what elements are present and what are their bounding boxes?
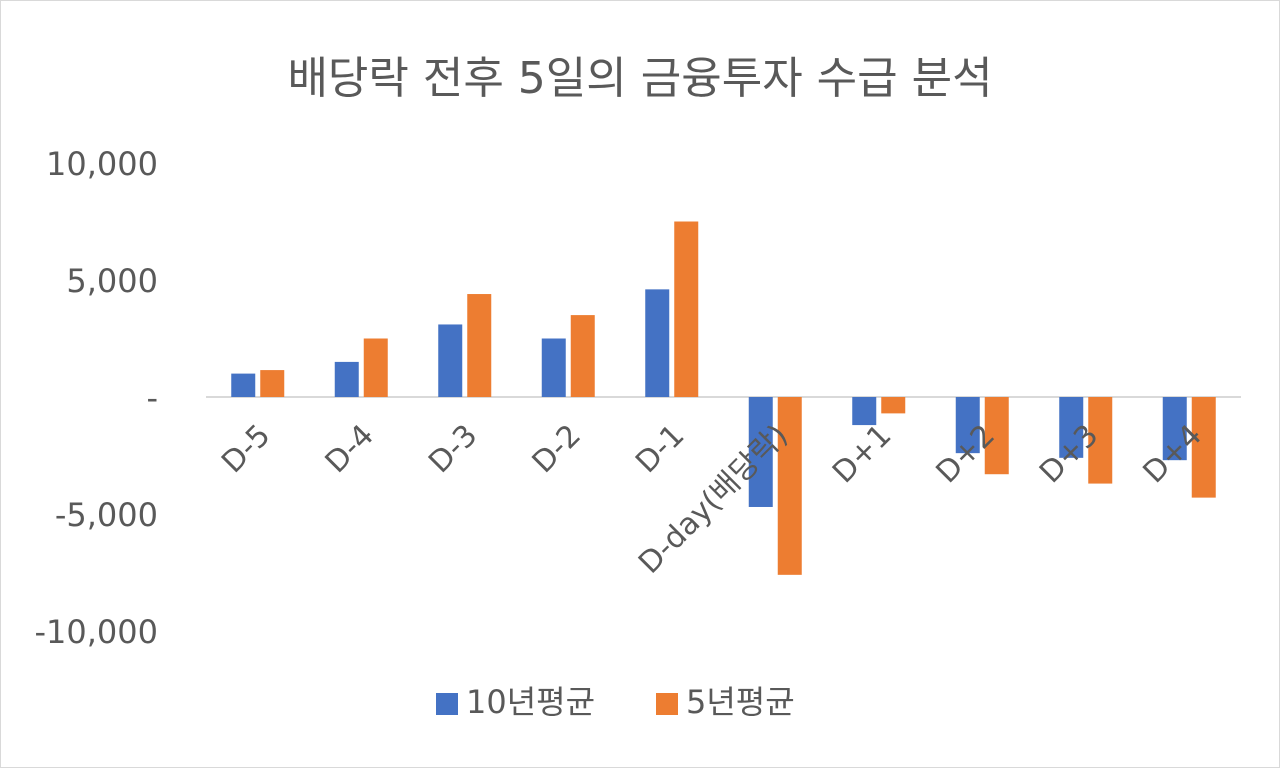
- x-tick-label: D-3: [422, 418, 484, 480]
- bars-group: [231, 221, 1216, 575]
- bar-series2-2: [467, 294, 492, 397]
- bar-series2-0: [260, 370, 285, 397]
- bar-series2-4: [674, 221, 699, 397]
- legend-label: 10년평균: [466, 683, 595, 721]
- x-tick-label: D-2: [526, 418, 588, 480]
- bar-series2-3: [570, 315, 595, 397]
- bar-series1-2: [438, 324, 463, 397]
- y-tick-label: 5,000: [66, 262, 158, 300]
- bar-series1-8: [1059, 397, 1084, 458]
- x-tick-label: D-4: [319, 418, 381, 480]
- x-tick-label: D+1: [826, 418, 898, 490]
- x-tick-label: D-1: [629, 418, 691, 480]
- bar-series1-0: [231, 373, 256, 397]
- legend: 10년평균 5년평균: [436, 683, 795, 721]
- y-tick-label: -: [146, 379, 158, 417]
- x-tick-label: D-5: [215, 418, 277, 480]
- bar-series1-1: [334, 361, 359, 397]
- x-axis-tick-labels: D-5 D-4 D-3 D-2 D-1D-day(배당락) D+1 D+2 D+3 D+4: [215, 418, 1209, 581]
- bar-series2-8: [1088, 397, 1113, 484]
- y-tick-label: -10,000: [34, 613, 158, 651]
- chart-title: 배당락 전후 5일의 금융투자 수급 분석: [287, 53, 992, 104]
- bar-series1-9: [1162, 397, 1187, 461]
- bar-series1-4: [645, 289, 670, 397]
- legend-swatch: [656, 693, 678, 715]
- legend-label: 5년평균: [686, 683, 795, 721]
- bar-series2-1: [363, 338, 388, 397]
- bar-series2-6: [881, 397, 906, 414]
- y-axis-tick-labels: 10,000 5,000 - -5,000 -10,000: [34, 145, 158, 651]
- bar-series1-3: [541, 338, 566, 397]
- y-tick-label: 10,000: [46, 145, 158, 183]
- legend-swatch: [436, 693, 458, 715]
- bar-series1-5: [748, 397, 773, 507]
- bar-series1-7: [955, 397, 980, 454]
- bar-series2-7: [984, 397, 1009, 475]
- bar-series2-9: [1191, 397, 1216, 498]
- y-tick-label: -5,000: [55, 496, 158, 534]
- bar-series2-5: [777, 397, 802, 575]
- bar-series1-6: [852, 397, 877, 426]
